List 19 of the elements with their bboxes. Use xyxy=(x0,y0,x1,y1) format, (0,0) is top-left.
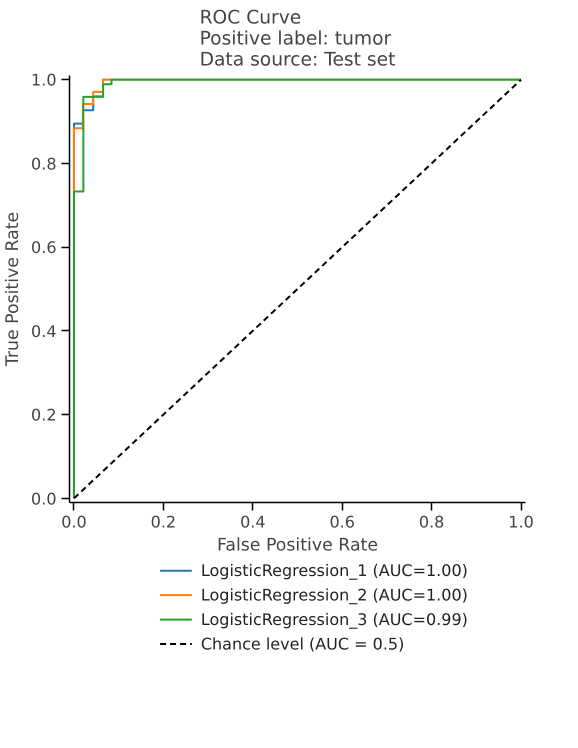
y-tick-label: 1.0 xyxy=(31,70,57,90)
x-tick-label: 0.6 xyxy=(329,512,355,532)
legend-label: LogisticRegression_1 (AUC=1.00) xyxy=(200,561,468,580)
y-axis-title: True Positive Rate xyxy=(3,212,24,368)
y-tick-label: 0.6 xyxy=(31,238,57,258)
x-axis-title: False Positive Rate xyxy=(216,536,378,556)
chart-title: ROC Curve Positive label: tumor Data source: Test set xyxy=(200,8,396,70)
x-tick-label: 0.8 xyxy=(418,512,444,532)
y-tick-label: 0.8 xyxy=(31,154,57,174)
legend-label: LogisticRegression_3 (AUC=0.99) xyxy=(200,610,468,630)
x-tick-label: 0.4 xyxy=(240,512,266,532)
y-tick-label: 0.2 xyxy=(31,406,57,425)
x-tick-label: 1.0 xyxy=(508,512,534,532)
x-tick-label: 0.2 xyxy=(150,512,176,532)
y-tick-label: 0.0 xyxy=(31,489,57,508)
x-tick-label: 0.0 xyxy=(61,512,87,532)
legend-label: Chance level (AUC = 0.5) xyxy=(200,634,404,654)
y-tick-label: 0.4 xyxy=(31,322,57,341)
legend-label: LogisticRegression_2 (AUC=1.00) xyxy=(200,586,468,605)
